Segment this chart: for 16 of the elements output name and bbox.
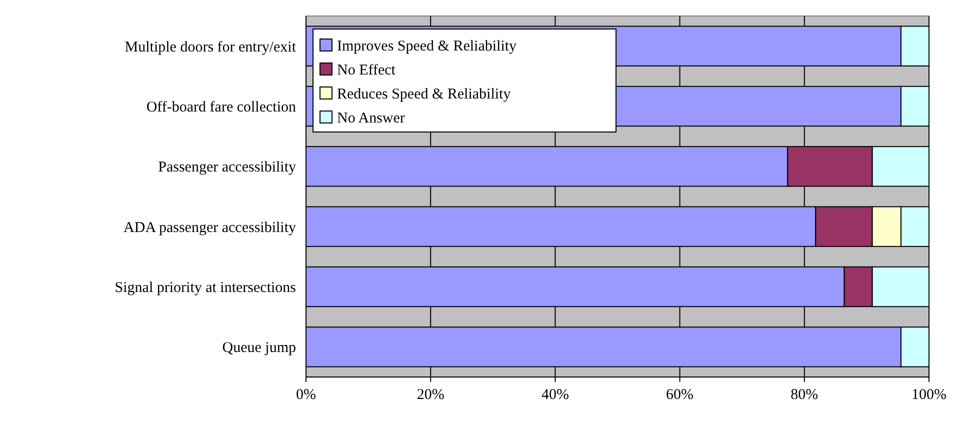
x-tick-label: 40% bbox=[541, 387, 569, 403]
legend-label: Improves Speed & Reliability bbox=[337, 38, 518, 54]
x-tick-label: 20% bbox=[416, 387, 444, 403]
y-tick-label: Multiple doors for entry/exit bbox=[124, 39, 297, 56]
legend-label: No Effect bbox=[337, 62, 396, 78]
legend-label: Reduces Speed & Reliability bbox=[337, 86, 512, 102]
x-tick-label: 60% bbox=[666, 387, 694, 403]
y-tick-label: Off-board fare collection bbox=[146, 100, 296, 116]
y-tick-label: Signal priority at intersections bbox=[114, 280, 296, 296]
y-tick-label: Queue jump bbox=[222, 340, 296, 356]
y-tick-label: Passenger accessibility bbox=[158, 160, 296, 176]
y-tick-label: ADA passenger accessibility bbox=[124, 220, 296, 236]
x-tick-label: 100% bbox=[912, 387, 946, 403]
legend-label: No Answer bbox=[337, 110, 405, 126]
x-tick-label: 0% bbox=[296, 387, 316, 403]
x-tick-label: 80% bbox=[790, 387, 818, 403]
